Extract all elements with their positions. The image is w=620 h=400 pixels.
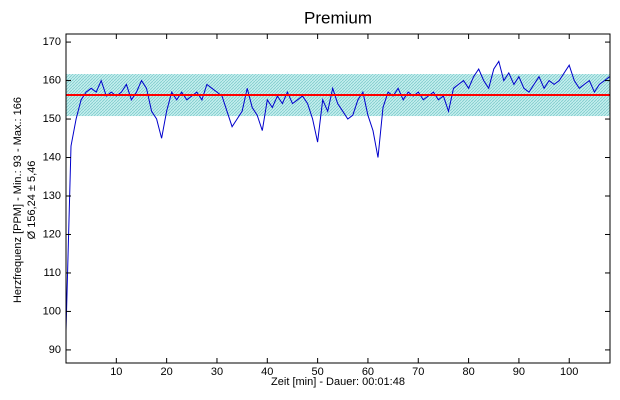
x-tick-label: 60: [362, 366, 374, 378]
y-tick-label: 160: [43, 74, 61, 86]
x-tick-label: 20: [161, 366, 173, 378]
y-tick-label: 100: [43, 305, 61, 317]
y-tick-label: 140: [43, 151, 61, 163]
x-axis-label: Zeit [min] - Dauer: 00:01:48: [271, 376, 405, 388]
plot-frame: [65, 33, 611, 364]
x-tick-label: 40: [261, 366, 273, 378]
y-tick-label: 110: [43, 267, 61, 279]
y-axis-label: Ø 156,24 ± 5,46: [26, 161, 38, 240]
x-tick-label: 80: [462, 366, 474, 378]
x-tick-label: 70: [412, 366, 424, 378]
x-tick-label: 30: [211, 366, 223, 378]
x-tick-label: 90: [513, 366, 525, 378]
y-tick-label: 130: [43, 190, 61, 202]
y-tick-label: 120: [43, 228, 61, 240]
x-tick-label: 10: [110, 366, 122, 378]
x-tick-label: 50: [311, 366, 323, 378]
y-tick-label: 90: [49, 344, 61, 356]
x-tick-label: 100: [560, 366, 578, 378]
y-axis-label: Herzfrequenz [PPM] - Min.: 93 - Max.: 16…: [12, 97, 24, 303]
chart-title: Premium: [304, 8, 372, 27]
y-tick-label: 170: [43, 36, 61, 48]
y-tick-label: 150: [43, 113, 61, 125]
heart-rate-line: [65, 60, 610, 331]
